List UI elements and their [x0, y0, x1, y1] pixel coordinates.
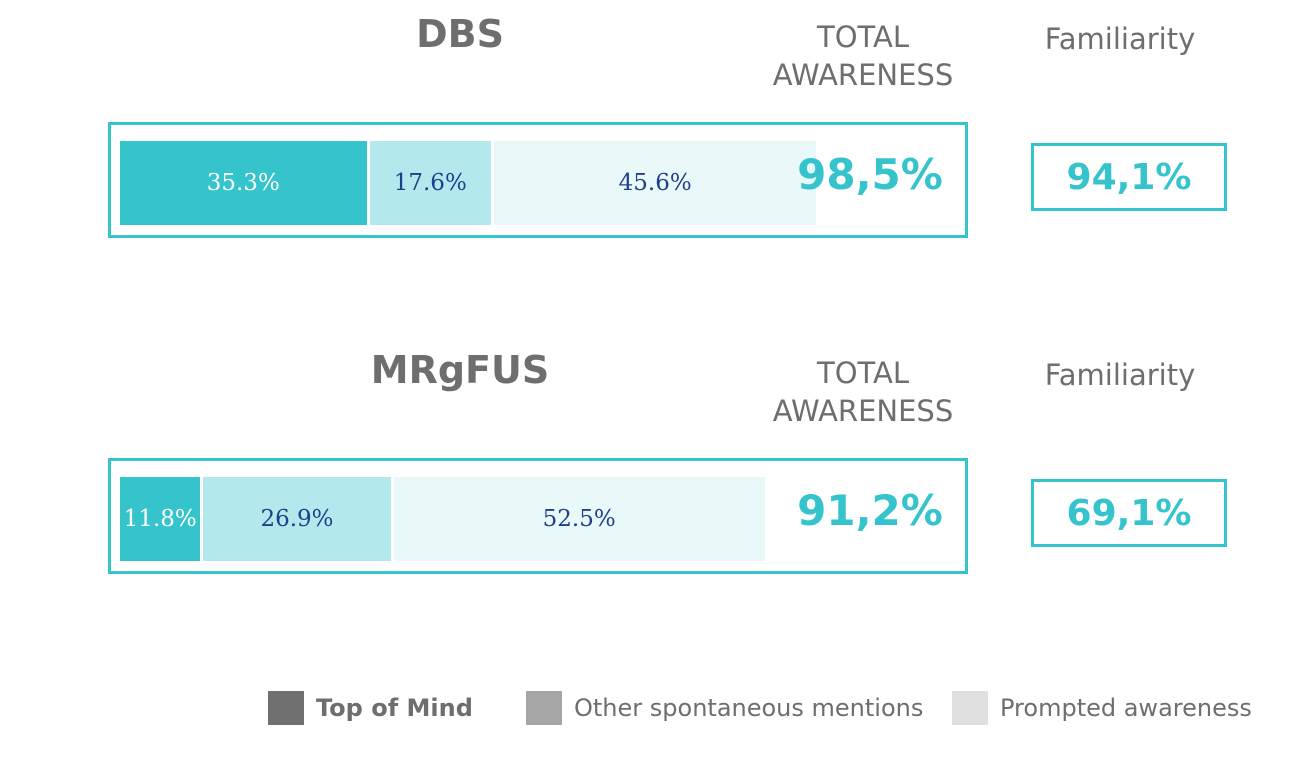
stacked-bar: 11.8% 26.9% 52.5% [120, 477, 765, 561]
chart-panel-dbs: DBS TOTAL AWARENESS Familiarity 35.3% 17… [0, 0, 1294, 300]
total-awareness-value: 91,2% [797, 486, 943, 535]
legend: Top of Mind Other spontaneous mentions P… [268, 688, 1268, 728]
legend-item-top-of-mind: Top of Mind [268, 688, 473, 728]
bar-frame [108, 122, 968, 238]
data-label: 26.9% [260, 506, 334, 532]
legend-label: Other spontaneous mentions [574, 694, 924, 722]
legend-swatch [268, 691, 304, 725]
bar-segment-other-spontaneous: 17.6% [369, 141, 491, 225]
legend-swatch [952, 691, 988, 725]
chart-title: DBS [416, 12, 504, 56]
data-label: 11.8% [120, 504, 200, 534]
chart-panel-mrgfus: MRgFUS TOTAL AWARENESS Familiarity 11.8%… [0, 336, 1294, 636]
legend-swatch [526, 691, 562, 725]
bar-frame [108, 458, 968, 574]
familiarity-value: 94,1% [1066, 156, 1192, 198]
data-label: 35.3% [206, 170, 280, 196]
data-label: 45.6% [618, 170, 692, 196]
bar-segment-other-spontaneous: 26.9% [203, 477, 391, 561]
chart-title: MRgFUS [370, 348, 550, 392]
total-awareness-value: 98,5% [797, 150, 943, 199]
bar-segment-prompted-awareness: 52.5% [393, 477, 765, 561]
familiarity-label: Familiarity [1044, 358, 1196, 392]
legend-label: Top of Mind [316, 694, 473, 722]
familiarity-label: Familiarity [1044, 22, 1196, 56]
familiarity-value-box: 94,1% [1031, 143, 1227, 211]
familiarity-value: 69,1% [1066, 492, 1192, 534]
total-awareness-label: TOTAL AWARENESS [772, 20, 954, 92]
data-label: 17.6% [393, 170, 467, 196]
familiarity-value-box: 69,1% [1031, 479, 1227, 547]
legend-item-prompted-awareness: Prompted awareness [952, 688, 1252, 728]
stacked-bar: 35.3% 17.6% 45.6% [120, 141, 817, 225]
bar-segment-top-of-mind: 35.3% [120, 141, 367, 225]
bar-segment-prompted-awareness: 45.6% [494, 141, 817, 225]
legend-item-other-spontaneous: Other spontaneous mentions [526, 688, 923, 728]
legend-label: Prompted awareness [1000, 694, 1252, 722]
total-awareness-label: TOTAL AWARENESS [772, 356, 954, 428]
bar-segment-top-of-mind: 11.8% [120, 477, 201, 561]
data-label: 52.5% [542, 506, 616, 532]
